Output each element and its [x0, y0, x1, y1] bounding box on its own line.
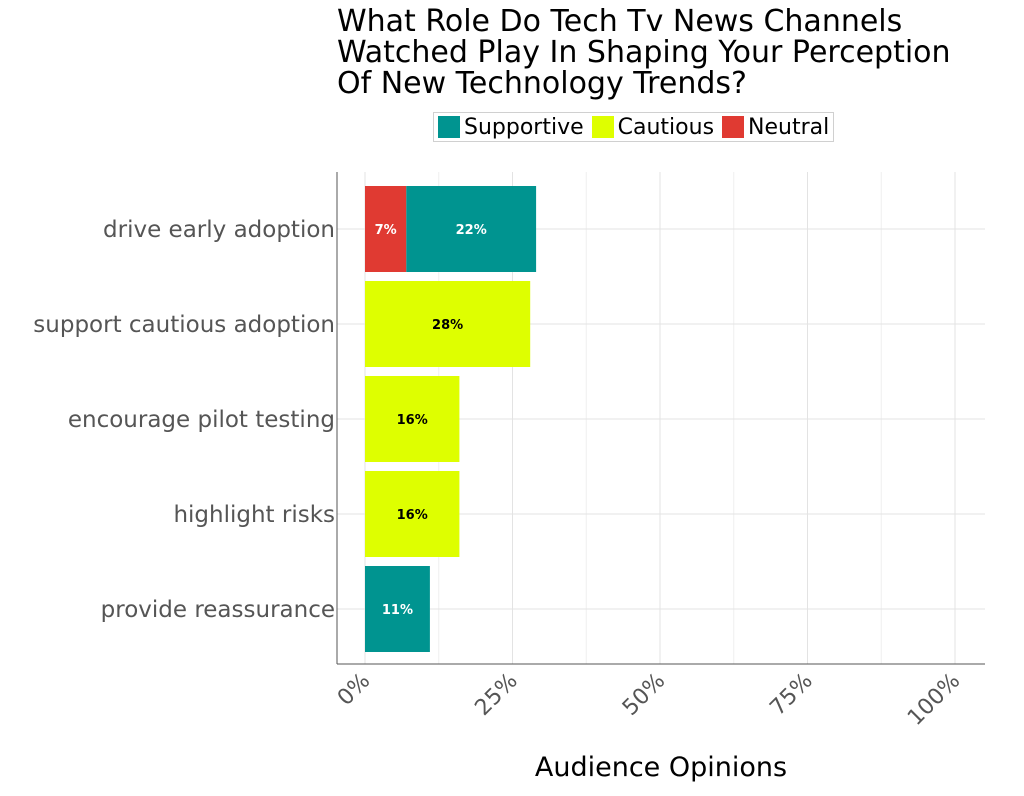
bar-label-supportive-drive-early-adoption: 22%	[456, 223, 487, 238]
x-tick-label-75: 75%	[765, 669, 817, 721]
bar-label-supportive-provide-reassurance: 11%	[382, 603, 413, 618]
bar-cautious-highlight-risks	[365, 471, 460, 557]
legend-swatch-cautious	[591, 116, 614, 138]
category-label-support-cautious-adoption: support cautious adoption	[33, 312, 335, 338]
bar-layer: 7% 22% 28% 16% 16% 11%	[365, 186, 537, 652]
legend-label-supportive: Supportive	[464, 114, 584, 140]
category-label-drive-early-adoption: drive early adoption	[103, 217, 335, 243]
bar-cautious-encourage-pilot-testing	[365, 376, 460, 462]
bar-label-neutral-drive-early-adoption: 7%	[375, 223, 397, 238]
legend-item-neutral: Neutral	[722, 115, 829, 140]
chart-title: What Role Do Tech Tv News Channels Watch…	[337, 4, 951, 101]
legend-swatch-neutral	[722, 116, 745, 138]
bar-cautious-support-cautious-adoption	[365, 281, 531, 367]
legend-item-supportive: Supportive	[438, 115, 584, 140]
x-tick-label-50: 50%	[618, 669, 670, 721]
x-tick-label-100: 100%	[903, 669, 965, 731]
legend-label-cautious: Cautious	[617, 114, 715, 140]
x-tick-label-25: 25%	[470, 669, 522, 721]
legend-swatch-supportive	[438, 116, 460, 138]
legend: Supportive Cautious Neutral	[433, 112, 835, 142]
legend-item-cautious: Cautious	[591, 114, 715, 140]
bar-label-cautious-highlight-risks: 16%	[397, 508, 428, 523]
category-label-highlight-risks: highlight risks	[173, 502, 335, 528]
category-label-encourage-pilot-testing: encourage pilot testing	[68, 407, 335, 433]
category-label-provide-reassurance: provide reassurance	[101, 597, 335, 623]
bar-label-cautious-encourage-pilot-testing: 16%	[397, 413, 428, 428]
x-tick-label-0: 0%	[333, 669, 375, 711]
bar-label-cautious-support-cautious-adoption: 28%	[432, 318, 463, 333]
bar-neutral-drive-early-adoption	[365, 186, 407, 272]
bar-supportive-provide-reassurance	[365, 566, 430, 652]
x-axis-title: Audience Opinions	[534, 752, 788, 783]
bar-supportive-drive-early-adoption	[406, 186, 537, 272]
legend-label-neutral: Neutral	[748, 114, 830, 140]
